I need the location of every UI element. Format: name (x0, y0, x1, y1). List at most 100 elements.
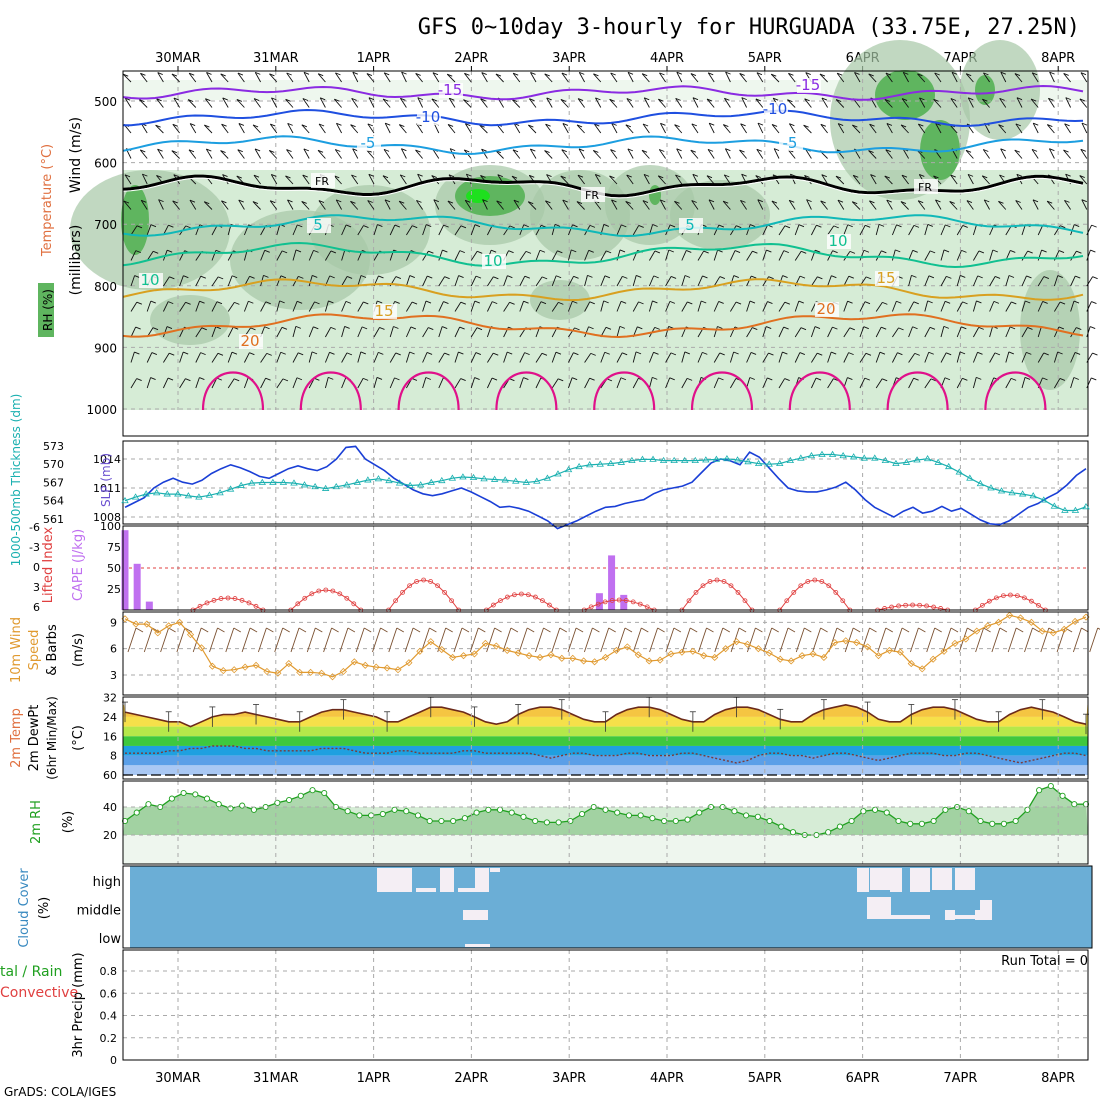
wind-barb (1005, 301, 1012, 312)
wind-barb (168, 224, 174, 228)
wind-barb (882, 301, 888, 305)
wind-barb (959, 351, 966, 355)
wind-barb (843, 275, 850, 287)
wind-barb (405, 275, 411, 287)
li-tick: -6 (29, 521, 40, 534)
pressure-tick: 700 (94, 218, 117, 232)
wind-barb (486, 301, 493, 312)
date-label: 1APR (357, 51, 391, 66)
wind-barb (593, 200, 602, 210)
wind-barb (571, 249, 577, 253)
temp-band (123, 745, 1088, 756)
wind-barb (927, 300, 933, 304)
thickness-point (311, 482, 319, 490)
wind-barb (311, 351, 318, 355)
wind-barb (458, 275, 464, 279)
wind-barb (982, 98, 990, 108)
wind-barb (286, 149, 292, 153)
cape-bar (121, 530, 129, 610)
wind-barb (335, 72, 342, 83)
wind-barb (496, 200, 502, 204)
wind-barb (605, 250, 612, 254)
wind-barb (1090, 249, 1096, 253)
wind-barb (654, 250, 661, 254)
wind-barb (513, 123, 521, 134)
slp-line (124, 445, 1087, 530)
wind-barb (853, 174, 859, 178)
rh2m-point (192, 791, 199, 798)
wind-barb (610, 72, 618, 83)
cloud-clear (857, 868, 869, 892)
wind-barb (592, 150, 602, 159)
wind-barb (642, 123, 650, 134)
wind-barb (351, 98, 359, 108)
wind-barb (211, 276, 219, 287)
cloud-clear (870, 868, 890, 890)
wind-barb (1081, 122, 1088, 134)
wind-barb (806, 199, 812, 210)
wind-barb (298, 275, 304, 279)
pressure-tick: 900 (94, 341, 117, 355)
wind10-barb (323, 627, 333, 653)
wind-barb (308, 275, 313, 287)
wind-barb (774, 148, 780, 152)
wind-barb (512, 149, 521, 159)
wind-barb (269, 73, 275, 77)
bottom-date-axis: 30MAR 31MAR 1APR 2APR 3APR 4APR 5APR 6APR 7APR 8A… (155, 1071, 1075, 1086)
wind-barb (621, 352, 628, 356)
wind-barb (361, 326, 368, 330)
thickness-point (1050, 502, 1059, 509)
wind-barb (157, 148, 164, 159)
wind-barb (1070, 275, 1076, 287)
wind-barb (470, 224, 476, 236)
wind-barb (588, 326, 594, 330)
wind-barb (393, 326, 399, 329)
wind-barb (464, 72, 470, 76)
wind-barb (886, 123, 893, 134)
wind-barb (881, 326, 887, 330)
wind-barb (778, 326, 785, 338)
wind-barb (470, 352, 477, 363)
wind-barb (817, 276, 823, 280)
wind-barb (357, 326, 363, 338)
wind-barb (286, 72, 292, 76)
thickness-point (934, 458, 942, 465)
wind10-barb (551, 627, 561, 653)
wind-barb (590, 352, 596, 356)
wind-barb (870, 174, 877, 185)
thickness-point (174, 490, 182, 497)
wind-barb (798, 224, 805, 228)
wind-barb (433, 199, 439, 203)
wind-barb (481, 72, 487, 75)
wind-barb (497, 174, 503, 178)
wind10-point (1071, 617, 1079, 626)
wind-barb (412, 225, 418, 229)
wind-barb (157, 148, 163, 152)
date-label: 30MAR (155, 1071, 201, 1086)
wind-barb (713, 301, 720, 312)
wind-barb (956, 250, 962, 261)
wind-barb (832, 326, 838, 330)
temp-contour-m5 (122, 135, 1084, 156)
wind-barb (869, 200, 877, 210)
wind10-barb (804, 627, 812, 633)
wind10-barb (869, 627, 877, 633)
wind-barb (741, 97, 748, 108)
wind-barb (610, 72, 616, 76)
wind-barb (153, 250, 159, 254)
wind-barb (215, 249, 222, 253)
wind-barb (901, 98, 908, 102)
wind-barb (652, 376, 658, 380)
rh2m-point (743, 812, 750, 819)
wind-barb (709, 122, 715, 126)
wind-barb (869, 200, 875, 204)
wind-barb (475, 275, 482, 279)
rh2m-point (754, 813, 761, 820)
wind10-point (416, 647, 424, 655)
wind-barb (123, 73, 129, 77)
thickness-point (987, 484, 995, 491)
wind-barb (984, 199, 990, 203)
rh2m-point (602, 806, 609, 813)
wind-barb (852, 175, 861, 185)
wind10-point (864, 643, 872, 651)
